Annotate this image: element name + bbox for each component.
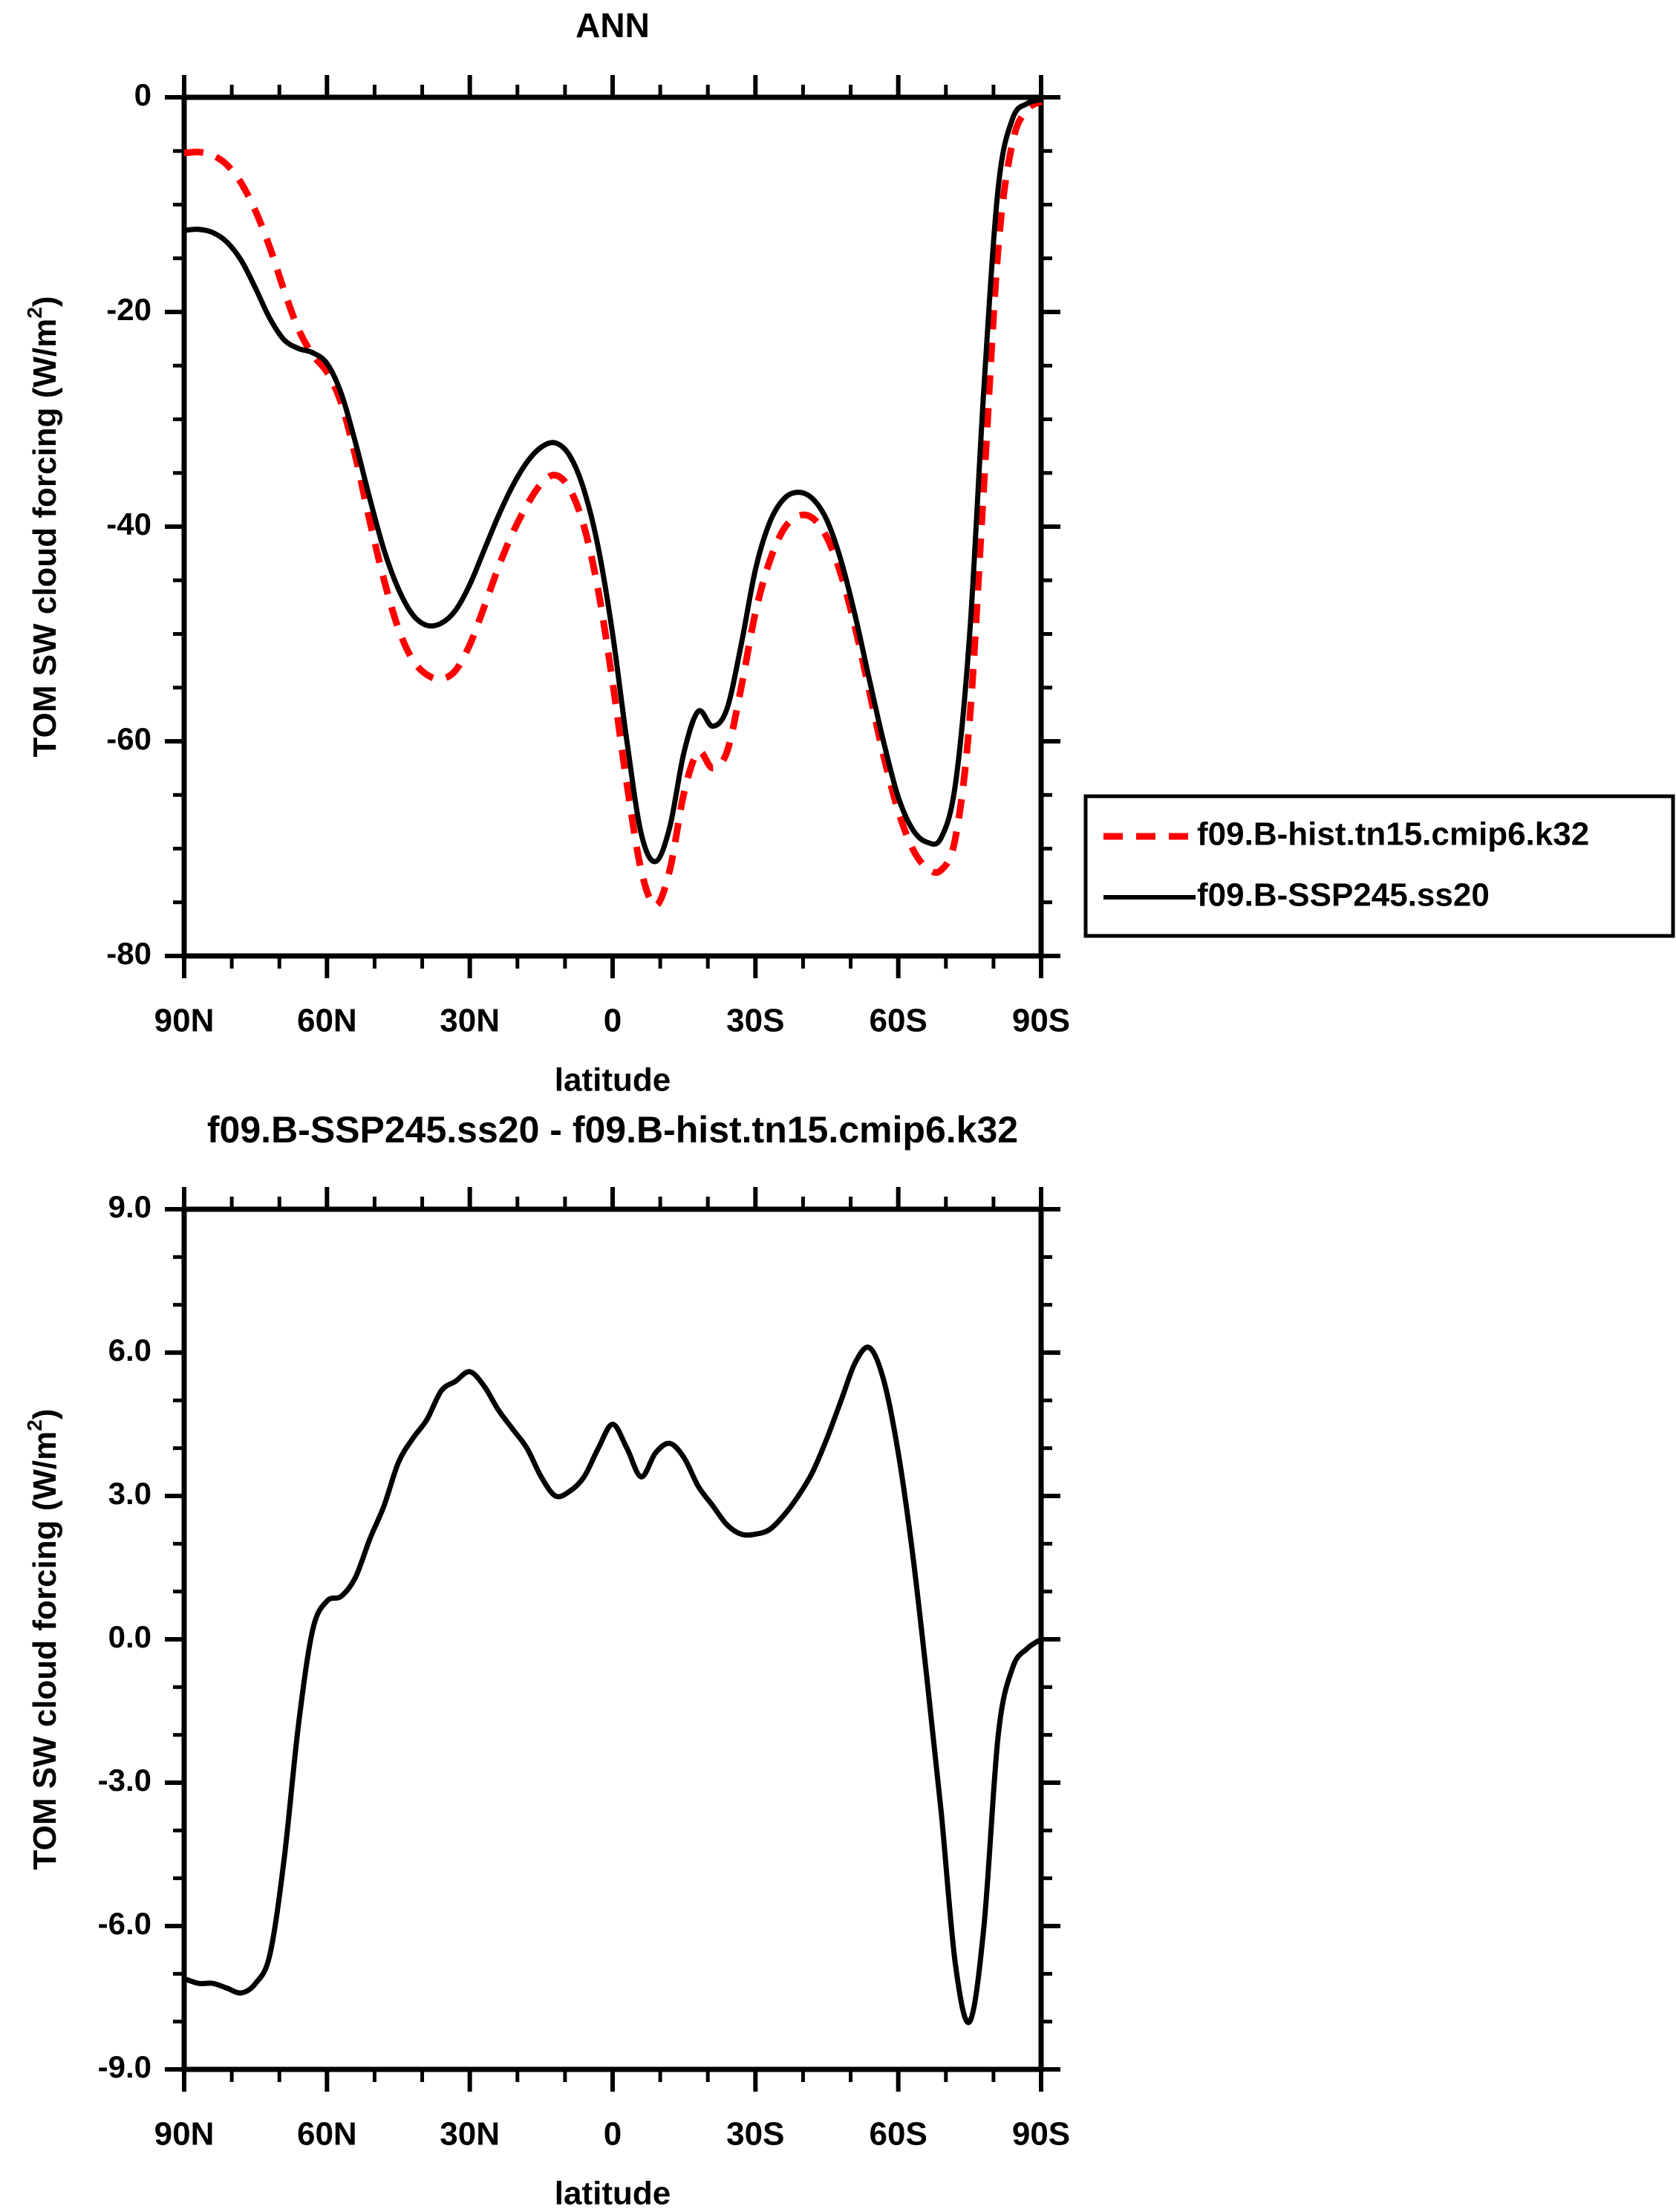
bottom-xtick-label: 90S xyxy=(1012,2116,1070,2153)
top-ytick-label: -40 xyxy=(106,507,151,541)
top-xtick-label: 30S xyxy=(726,1003,784,1039)
top-series-dashed xyxy=(183,98,1043,909)
bottom-ytick-label: 9.0 xyxy=(108,1189,151,1224)
top-yaxis-label-text: TOM SW cloud forcing (W/m2) xyxy=(23,296,62,758)
bottom-xtick-label: 30S xyxy=(726,2116,784,2153)
top-yaxis-label: TOM SW cloud forcing (W/m2) xyxy=(23,296,62,758)
top-xtick-label: 60N xyxy=(297,1003,357,1039)
bottom-ytick-label: 0.0 xyxy=(108,1619,151,1654)
top-xtick-label: 60S xyxy=(870,1003,927,1039)
legend-label-1: f09.B-SSP245.ss20 xyxy=(1197,877,1490,914)
top-ytick-label: -60 xyxy=(106,721,151,756)
top-series-solid xyxy=(181,97,1044,865)
top-ytick-label: -80 xyxy=(106,936,151,971)
bottom-xtick-label: 30N xyxy=(440,2116,500,2153)
legend-item-1[interactable]: f09.B-SSP245.ss20 xyxy=(1103,877,1490,914)
bottom-ytick-label: 3.0 xyxy=(108,1476,151,1511)
bottom-ytick-label: 6.0 xyxy=(108,1333,151,1367)
bottom-yaxis-label: TOM SW cloud forcing (W/m2) xyxy=(23,1409,62,1870)
top-plot-title: ANN xyxy=(575,6,650,45)
legend-label-0: f09.B-hist.tn15.cmip6.k32 xyxy=(1197,816,1589,853)
bottom-xtick-label: 60N xyxy=(297,2116,357,2153)
top-xtick-label: 0 xyxy=(604,1003,622,1039)
legend: f09.B-hist.tn15.cmip6.k32 f09.B-SSP245.ss… xyxy=(1083,794,1675,938)
bottom-ytick-label: -6.0 xyxy=(98,1906,151,1941)
bottom-xaxis-label: latitude xyxy=(555,2176,671,2212)
bottom-xtick-label: 60S xyxy=(870,2116,927,2153)
bottom-series-solid xyxy=(181,1344,1044,2026)
bottom-yaxis-label-text: TOM SW cloud forcing (W/m2) xyxy=(23,1409,62,1870)
top-xtick-label: 30N xyxy=(440,1003,500,1039)
bottom-ytick-label: -3.0 xyxy=(98,1763,151,1798)
top-xtick-label: 90N xyxy=(154,1003,215,1039)
top-xtick-label: 90S xyxy=(1012,1003,1070,1039)
legend-item-0[interactable]: f09.B-hist.tn15.cmip6.k32 xyxy=(1103,816,1589,853)
bottom-plot-title: f09.B-SSP245.ss20 - f09.B-hist.tn15.cmip… xyxy=(207,1109,1018,1151)
bottom-xtick-label: 0 xyxy=(604,2116,622,2153)
top-ytick-label: -20 xyxy=(106,292,151,327)
bottom-ytick-label: -9.0 xyxy=(98,2049,151,2084)
top-xaxis-label: latitude xyxy=(555,1062,671,1099)
legend-box xyxy=(1083,794,1675,938)
top-ytick-label: 0 xyxy=(134,77,151,112)
bottom-xtick-label: 90N xyxy=(154,2116,215,2153)
